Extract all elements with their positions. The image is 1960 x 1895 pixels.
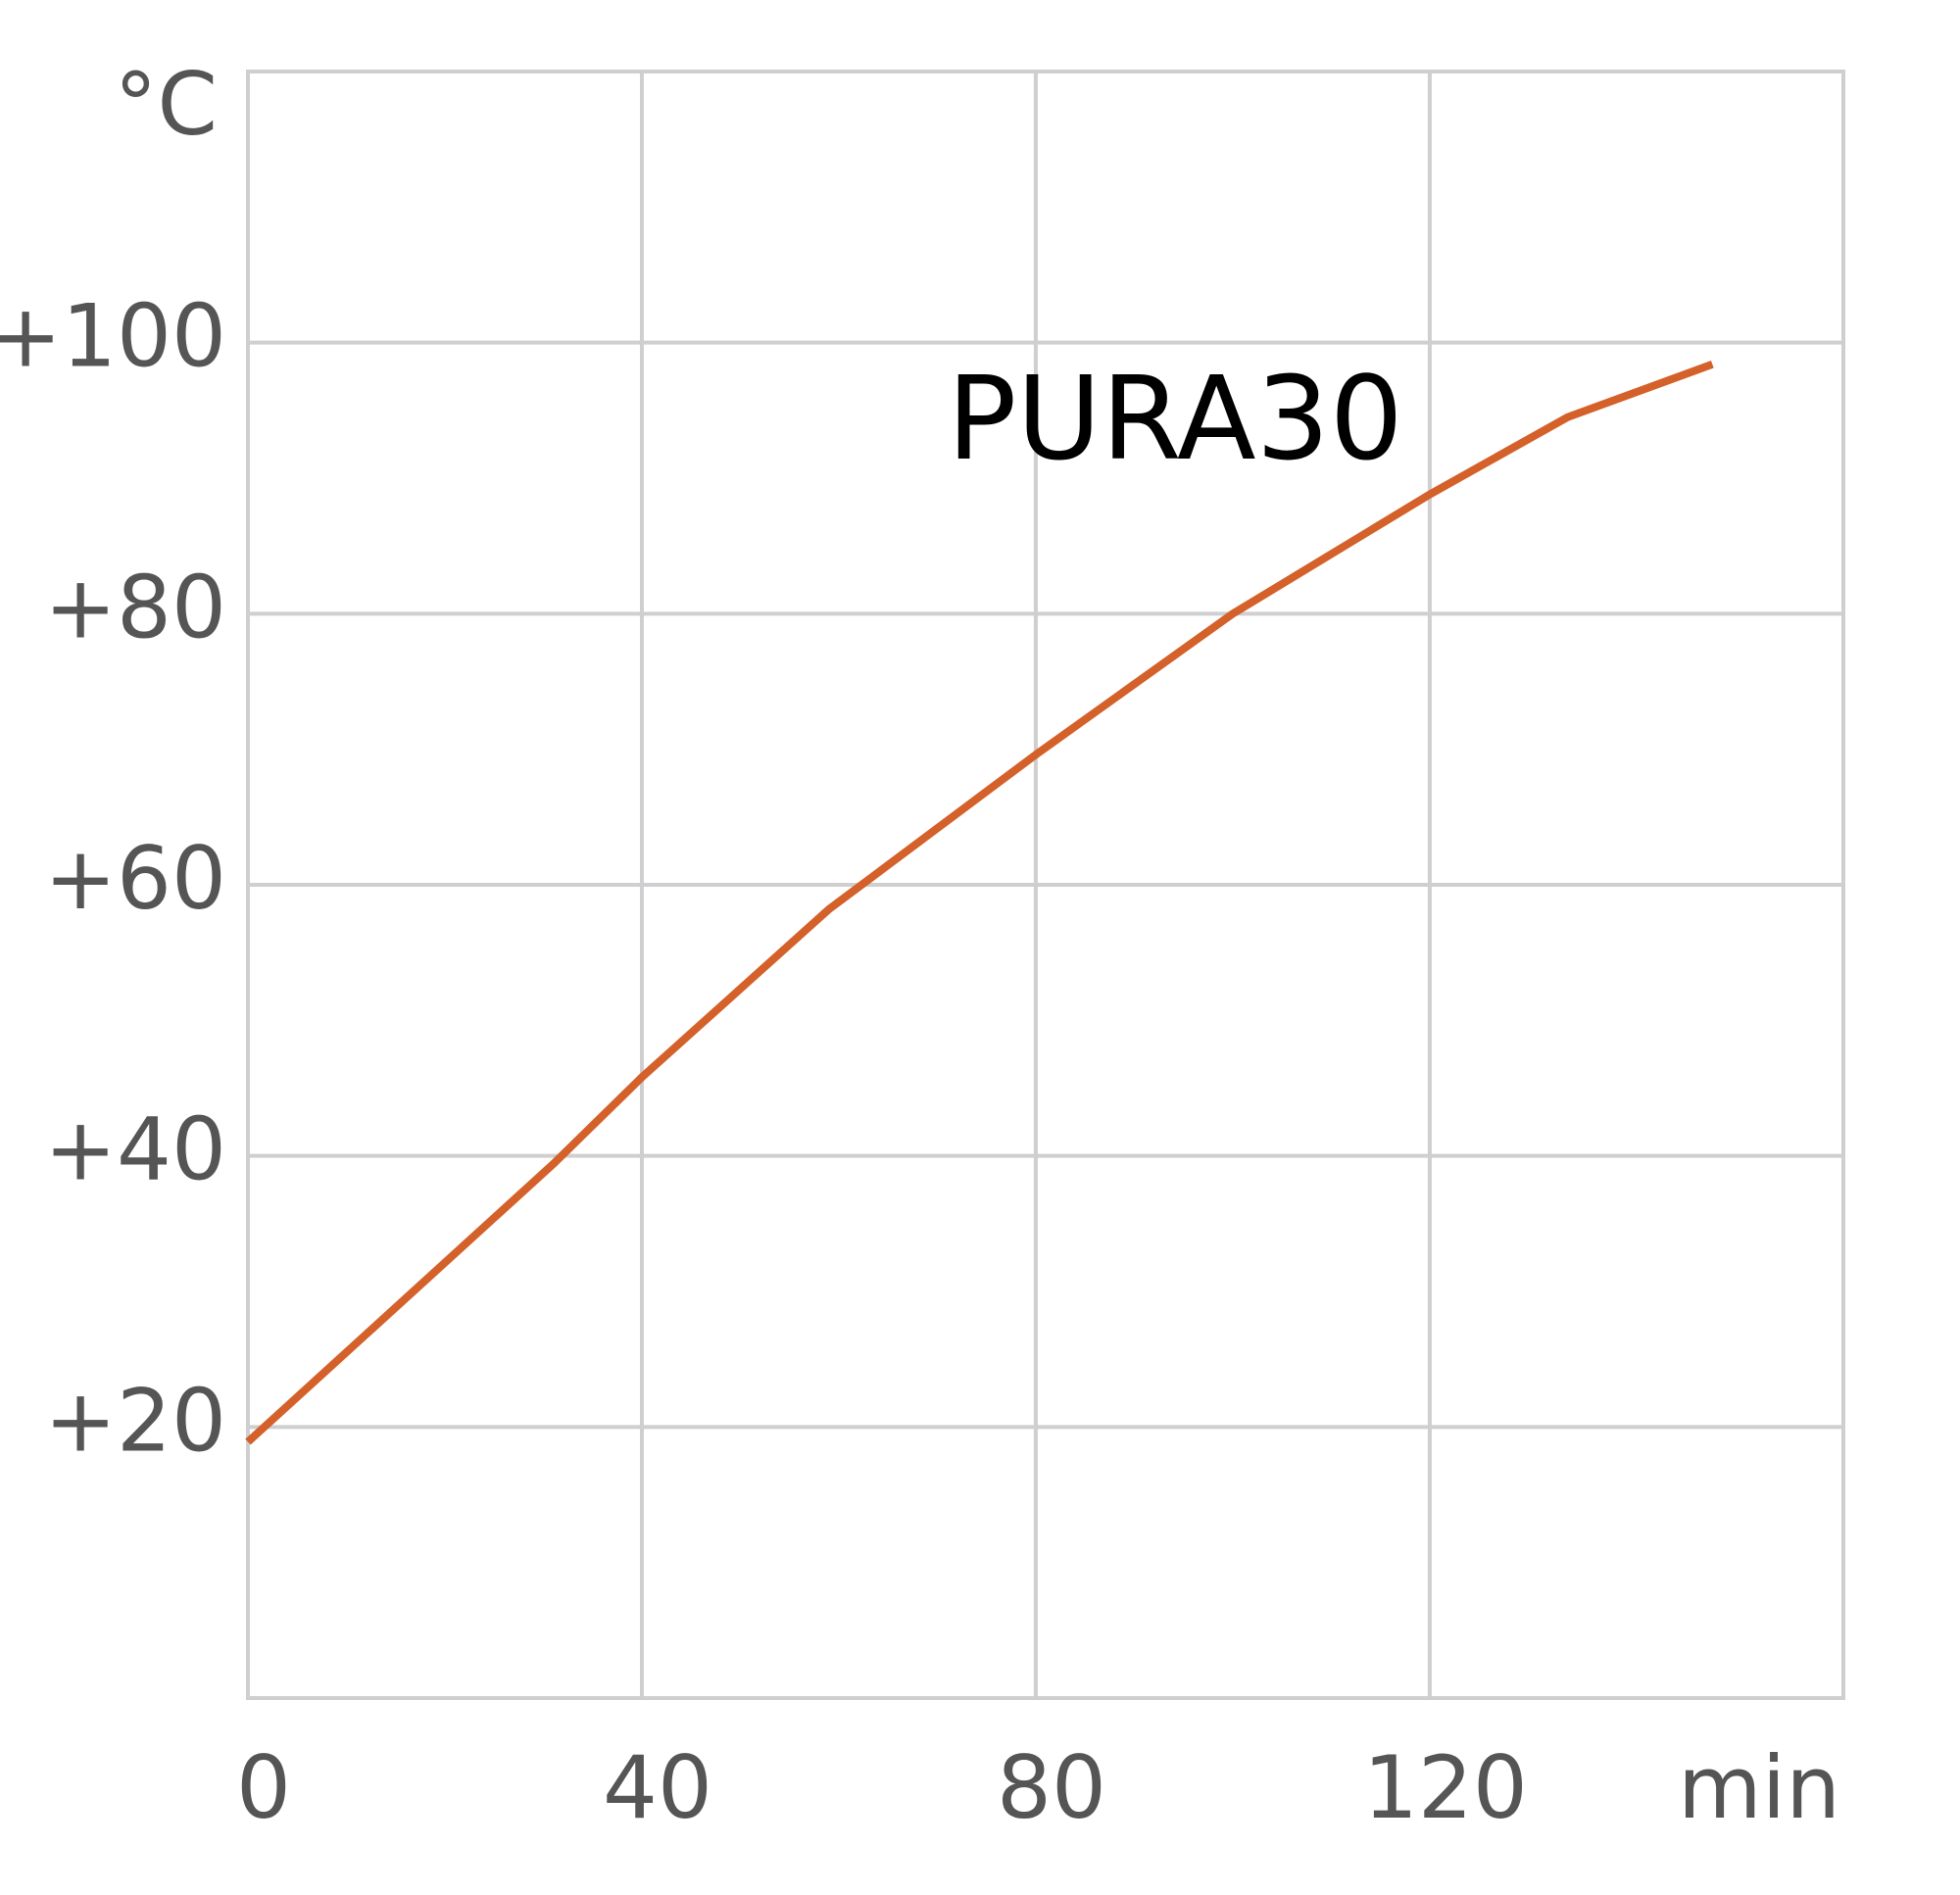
line: [245, 361, 1714, 1445]
y-tick-label: +40: [44, 1099, 226, 1200]
y-tick-label: +20: [44, 1370, 226, 1471]
x-tick-label: 80: [997, 1737, 1106, 1838]
y-tick-label: +100: [0, 286, 226, 387]
y-tick-label: +60: [44, 828, 226, 929]
x-tick-label: 120: [1363, 1737, 1528, 1838]
series-label: PURA30: [947, 351, 1403, 486]
y-axis-unit: °C: [115, 54, 218, 155]
y-tick-label: +80: [44, 557, 226, 657]
x-axis-unit: min: [1678, 1737, 1840, 1838]
x-tick-label: 40: [603, 1737, 712, 1838]
x-tick-label: 0: [236, 1737, 291, 1838]
